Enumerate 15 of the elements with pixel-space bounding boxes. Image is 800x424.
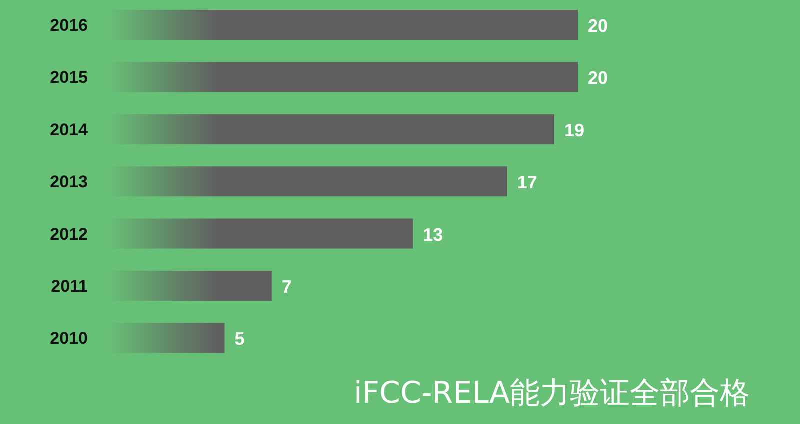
y-tick-label: 2013 <box>50 172 88 192</box>
text: iFCC-RELA能力验证全部合格 <box>354 376 750 411</box>
data-label: 20 <box>588 16 608 36</box>
data-label: 17 <box>517 172 538 193</box>
data-label: 19 <box>564 120 584 140</box>
y-tick-label: 2011 <box>51 277 88 296</box>
y-tick-label: 2014 <box>50 120 89 140</box>
data-label: 13 <box>423 224 444 245</box>
y-tick-label: 2015 <box>50 68 88 88</box>
data-label: 7 <box>282 277 292 297</box>
y-tick-label: 2012 <box>50 224 88 244</box>
data-label: 5 <box>234 329 245 350</box>
y-tick-label: 2016 <box>50 16 88 35</box>
y-tick-label: 2010 <box>50 329 88 348</box>
data-label: 20 <box>588 68 608 88</box>
